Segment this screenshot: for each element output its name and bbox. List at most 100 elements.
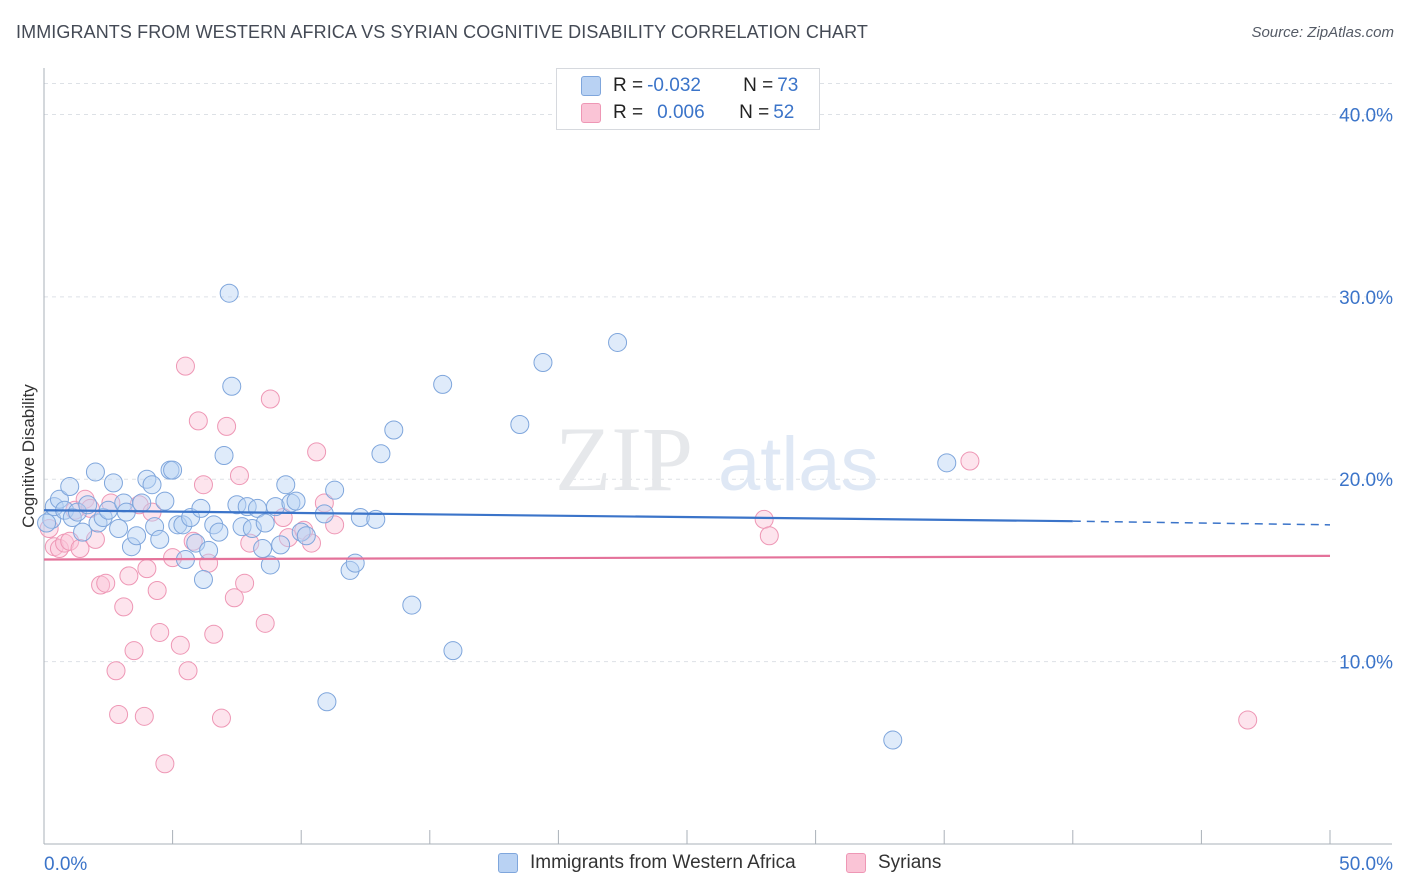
syrians-point	[204, 624, 224, 644]
western-africa-point	[127, 526, 147, 546]
western-africa-point	[242, 518, 262, 538]
western-africa-point	[219, 283, 239, 303]
source-label: Source: ZipAtlas.com	[1251, 24, 1394, 41]
legend-row-western-africa: R = -0.032 N = 73	[581, 73, 798, 99]
syrians-point	[109, 705, 129, 725]
western-africa-trend-extension	[1072, 520, 1331, 526]
syrians-point	[124, 641, 144, 661]
series-syrians	[39, 356, 1258, 774]
syrians-point	[175, 356, 195, 376]
western-africa-point	[291, 522, 311, 542]
syrians-point	[134, 706, 154, 726]
syrians-point	[759, 526, 779, 546]
syrians-point	[217, 416, 237, 436]
syrians-point	[193, 475, 213, 495]
syrians-point	[60, 531, 80, 551]
syrians-point	[49, 539, 69, 559]
western-africa-point	[49, 489, 69, 509]
western-africa-point	[145, 517, 165, 537]
syrians-point	[235, 573, 255, 593]
western-africa-point	[276, 475, 296, 495]
western-africa-point	[209, 522, 229, 542]
syrians-point	[754, 509, 774, 529]
western-africa-point	[265, 497, 285, 517]
western-africa-point	[142, 475, 162, 495]
y-tick-label: 30.0%	[1339, 288, 1393, 309]
western-africa-point	[150, 529, 170, 549]
western-africa-point	[883, 730, 903, 750]
y-axis-title: Cognitive Disability	[19, 384, 38, 528]
syrians-point	[147, 580, 167, 600]
legend-item-western-africa[interactable]: Immigrants from Western Africa	[498, 852, 796, 874]
n-label: N =	[743, 75, 774, 96]
syrians-point	[224, 588, 244, 608]
syrians-point	[960, 451, 980, 471]
r-label: R =	[613, 102, 644, 123]
y-tick-label: 40.0%	[1339, 105, 1393, 126]
syrians-point	[150, 622, 170, 642]
western-africa-point	[937, 453, 957, 473]
western-africa-point	[155, 491, 175, 511]
blue-swatch-icon	[498, 853, 518, 873]
western-africa-point	[325, 480, 345, 500]
western-africa-point	[260, 555, 280, 575]
legend-label: Immigrants from Western Africa	[530, 852, 796, 873]
syrians-point	[114, 597, 134, 617]
syrians-point	[188, 411, 208, 431]
western-africa-point	[253, 539, 273, 559]
western-africa-point	[296, 526, 316, 546]
western-africa-point	[85, 462, 105, 482]
western-africa-point	[193, 570, 213, 590]
blue-swatch-icon	[581, 76, 601, 96]
western-africa-point	[533, 353, 553, 373]
western-africa-point	[433, 374, 453, 394]
y-tick-label: 20.0%	[1339, 470, 1393, 491]
western-africa-trend-line	[43, 509, 1073, 523]
western-africa-point	[37, 513, 57, 533]
syrians-point	[106, 661, 126, 681]
syrians-point	[240, 533, 260, 553]
syrians-point	[307, 442, 327, 462]
syrians-point	[96, 573, 116, 593]
pink-swatch-icon	[846, 853, 866, 873]
western-africa-point	[137, 469, 157, 489]
chart-title: IMMIGRANTS FROM WESTERN AFRICA VS SYRIAN…	[16, 22, 869, 42]
western-africa-point	[286, 491, 306, 511]
r-label: R =	[613, 75, 644, 96]
pink-swatch-icon	[581, 103, 601, 123]
x-tick-labels: 0.0% 50.0%	[44, 854, 1393, 875]
x-tick-label: 50.0%	[1339, 854, 1393, 875]
syrians-point	[211, 708, 231, 728]
r-value: 0.006	[657, 102, 705, 123]
western-africa-point	[78, 495, 98, 515]
n-value: 73	[777, 75, 799, 96]
stats-legend: R = -0.032 N = 73 R = 0.006 N = 52	[556, 68, 820, 130]
syrians-trend-line	[43, 554, 1331, 561]
western-africa-point	[443, 641, 463, 661]
western-africa-point	[222, 376, 242, 396]
x-tick-label: 0.0%	[44, 854, 87, 875]
legend-item-syrians[interactable]: Syrians	[846, 852, 941, 874]
r-value: -0.032	[647, 75, 701, 96]
syrians-point	[170, 635, 190, 655]
western-africa-point	[199, 540, 219, 560]
n-label: N =	[739, 102, 770, 123]
western-africa-point	[88, 513, 108, 533]
western-africa-point	[384, 420, 404, 440]
western-africa-point	[317, 692, 337, 712]
syrians-point	[1238, 710, 1258, 730]
western-africa-point	[62, 508, 82, 528]
western-africa-point	[255, 513, 275, 533]
western-africa-point	[103, 473, 123, 493]
western-africa-point	[163, 460, 183, 480]
western-africa-point	[271, 535, 291, 555]
syrians-point	[155, 754, 175, 774]
legend-row-syrians: R = 0.006 N = 52	[581, 100, 794, 126]
western-africa-point	[371, 444, 391, 464]
western-africa-point	[191, 498, 211, 518]
syrians-point	[137, 559, 157, 579]
western-africa-point	[345, 553, 365, 573]
legend-label: Syrians	[878, 852, 942, 873]
syrians-point	[255, 613, 275, 633]
